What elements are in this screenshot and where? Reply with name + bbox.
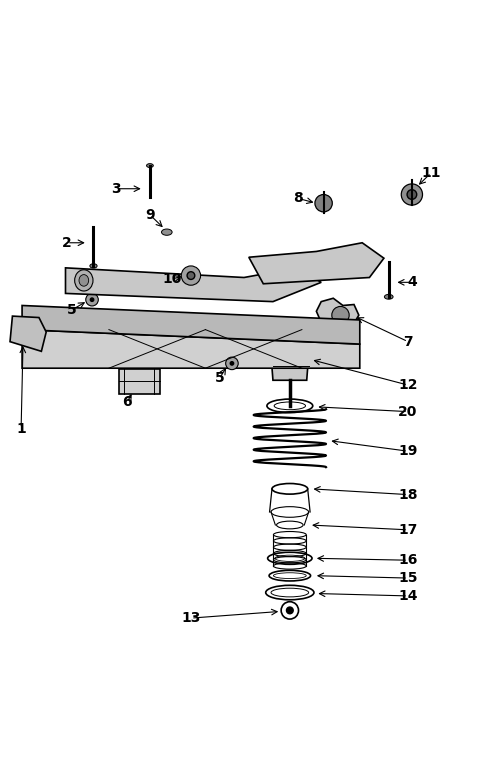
Circle shape <box>187 272 195 280</box>
Ellipse shape <box>90 264 97 268</box>
Text: 19: 19 <box>398 444 418 458</box>
Ellipse shape <box>79 274 89 286</box>
Text: 17: 17 <box>398 523 418 537</box>
Polygon shape <box>270 349 309 381</box>
Ellipse shape <box>75 270 93 291</box>
Text: 7: 7 <box>403 335 413 349</box>
Text: 20: 20 <box>398 405 418 418</box>
Text: 10: 10 <box>163 272 183 286</box>
Ellipse shape <box>146 164 153 167</box>
Circle shape <box>181 266 201 285</box>
Circle shape <box>225 357 238 370</box>
Ellipse shape <box>162 229 172 236</box>
Polygon shape <box>22 329 360 368</box>
Text: 15: 15 <box>398 571 418 585</box>
Polygon shape <box>265 327 316 339</box>
Text: 5: 5 <box>215 371 225 385</box>
Text: 6: 6 <box>122 395 132 409</box>
Circle shape <box>90 298 95 302</box>
Polygon shape <box>249 243 384 284</box>
Text: 14: 14 <box>398 589 418 603</box>
Text: 8: 8 <box>293 191 303 205</box>
Ellipse shape <box>385 294 393 299</box>
Text: 2: 2 <box>62 236 72 250</box>
Text: 18: 18 <box>398 487 418 501</box>
Text: 11: 11 <box>422 166 441 180</box>
Polygon shape <box>10 316 46 351</box>
FancyBboxPatch shape <box>119 369 160 394</box>
Polygon shape <box>268 339 314 349</box>
Polygon shape <box>65 268 321 301</box>
Circle shape <box>315 195 332 212</box>
Circle shape <box>332 306 349 324</box>
Text: 12: 12 <box>398 378 418 392</box>
Polygon shape <box>316 298 359 331</box>
Circle shape <box>229 361 234 366</box>
Text: 1: 1 <box>16 422 26 436</box>
Text: 9: 9 <box>145 208 155 222</box>
Text: 4: 4 <box>407 275 417 289</box>
Circle shape <box>286 607 293 614</box>
Circle shape <box>86 294 98 306</box>
Text: 3: 3 <box>111 181 121 196</box>
Text: 16: 16 <box>398 553 418 567</box>
Polygon shape <box>22 305 360 344</box>
Circle shape <box>407 190 417 199</box>
Circle shape <box>401 184 423 205</box>
Text: 13: 13 <box>181 611 201 625</box>
Text: 5: 5 <box>66 303 76 317</box>
